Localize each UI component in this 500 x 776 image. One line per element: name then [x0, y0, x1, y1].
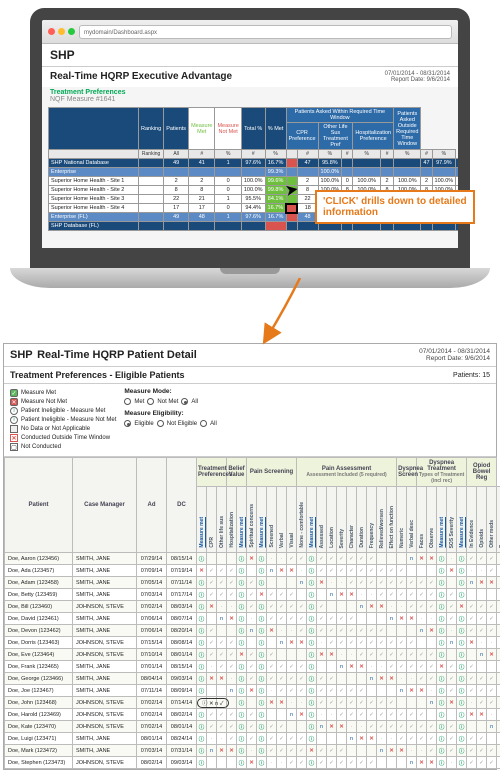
- window-controls[interactable]: [48, 28, 75, 35]
- table-row[interactable]: Doe, Mark (123472)SMITH, JANE07/03/1407/…: [5, 745, 500, 757]
- radio-icon[interactable]: [124, 420, 131, 427]
- table-row[interactable]: Doe, Aaron (123456)SMITH, JANE07/29/1408…: [5, 553, 500, 565]
- exec-dates: 07/01/2014 - 08/31/2014 Report Date: 9/6…: [385, 71, 450, 83]
- address-bar[interactable]: mydomain/Dashboard.aspx: [79, 25, 452, 39]
- radio-icon[interactable]: [200, 420, 207, 427]
- detail-dates: 07/01/2014 - 08/31/2014Report Date: 9/6/…: [419, 348, 490, 362]
- legend-item: No Data or Not Applicable: [10, 425, 116, 433]
- radio-icon[interactable]: [157, 420, 164, 427]
- detail-subtitle: Treatment Preferences - Eligible Patient…: [10, 370, 185, 380]
- table-row[interactable]: Doe, George (123466)SMITH, JANE08/04/140…: [5, 673, 500, 685]
- legend-row: ✓Measure Met✕Measure Not MetiPatient Ine…: [4, 384, 496, 457]
- legend-icon: i: [10, 416, 18, 424]
- laptop-frame: mydomain/Dashboard.aspx SHP Real-Time HQ…: [30, 8, 470, 288]
- radio-icon[interactable]: [181, 398, 188, 405]
- maximize-icon[interactable]: [68, 28, 75, 35]
- legend-icon: ✕: [10, 434, 18, 442]
- detail-subheader: Treatment Preferences - Eligible Patient…: [4, 367, 496, 384]
- elig-option[interactable]: Eligible: [124, 420, 153, 427]
- legend-icon: ✓: [10, 389, 18, 397]
- legend-item: ✕Conducted Outside Time Window: [10, 434, 116, 442]
- exec-title: Real-Time HQRP Executive Advantage: [50, 71, 232, 83]
- table-row[interactable]: Doe, Harold (123469)JOHNSON, STEVE07/02/…: [5, 709, 500, 721]
- table-row[interactable]: Doe, Frank (123465)SMITH, JANE07/01/1408…: [5, 661, 500, 673]
- elig-option[interactable]: Not Eligible: [157, 420, 197, 427]
- drill-down-callout: 'CLICK' drills down to detailed informat…: [315, 190, 475, 224]
- table-row[interactable]: Doe, Stephen (123473)JOHNSON, STEVE08/02…: [5, 757, 500, 769]
- arrow-icon: [250, 278, 330, 348]
- minimize-icon[interactable]: [58, 28, 65, 35]
- table-row[interactable]: Doe, John (123468)JOHNSON, STEVE07/02/14…: [5, 697, 500, 709]
- radio-icon[interactable]: [147, 398, 154, 405]
- legend-item: ✕Measure Not Met: [10, 398, 116, 406]
- detail-table[interactable]: PatientCase ManagerAdDCTreatment Prefere…: [4, 457, 500, 769]
- table-row[interactable]: Doe, Luigi (123471)SMITH, JANE08/01/1408…: [5, 733, 500, 745]
- legend-icon: ▢: [10, 443, 18, 451]
- patient-count: Patients: 15: [453, 372, 490, 379]
- mode-option[interactable]: All: [181, 398, 198, 405]
- elig-option[interactable]: All: [200, 420, 217, 427]
- logo: SHP: [10, 349, 33, 361]
- radio-icon[interactable]: [124, 398, 131, 405]
- legend-item: iPatient Ineligible - Measure Not Met: [10, 416, 116, 424]
- table-row[interactable]: Doe, Ada (123457)SMITH, JANE07/09/1407/1…: [5, 565, 500, 577]
- table-row[interactable]: Doe, Bill (123460)JOHNSON, STEVE07/02/14…: [5, 601, 500, 613]
- legend-item: ▢Not Conducted: [10, 443, 116, 451]
- laptop-screen: mydomain/Dashboard.aspx SHP Real-Time HQ…: [30, 8, 470, 268]
- legend-icon: ✕: [10, 398, 18, 406]
- exec-title-row: Real-Time HQRP Executive Advantage 07/01…: [42, 67, 458, 87]
- table-row[interactable]: Doe, Devon (123462)SMITH, JANE07/06/1408…: [5, 625, 500, 637]
- detail-title: Real-Time HQRP Patient Detail: [37, 349, 197, 361]
- table-row[interactable]: Doe, Betty (123459)SMITH, JANE07/03/1407…: [5, 589, 500, 601]
- legend-icon: [10, 425, 18, 433]
- table-row[interactable]: Doe, Eve (123464)JOHNSON, STEVE07/10/140…: [5, 649, 500, 661]
- legend-mode: Measure Mode: MetNot MetAll Measure Elig…: [124, 388, 216, 429]
- report-header: SHP: [42, 44, 458, 67]
- detail-panel: SHP Real-Time HQRP Patient Detail 07/01/…: [3, 343, 497, 770]
- legend-item: iPatient Ineligible - Measure Met: [10, 407, 116, 415]
- legend-item: ✓Measure Met: [10, 389, 116, 397]
- table-row[interactable]: Doe, David (123461)SMITH, JANE07/06/1408…: [5, 613, 500, 625]
- exec-subtitle: Treatment Preferences NQF Measure #1641: [42, 87, 458, 105]
- mode-option[interactable]: Not Met: [147, 398, 178, 405]
- browser-chrome: mydomain/Dashboard.aspx: [42, 20, 458, 44]
- logo: SHP: [50, 48, 75, 62]
- legend-status: ✓Measure Met✕Measure Not MetiPatient Ine…: [10, 388, 116, 452]
- table-row[interactable]: Doe, Adam (123458)SMITH, JANE07/05/1407/…: [5, 577, 500, 589]
- table-row[interactable]: Doe, Joe (123467)SMITH, JANE07/11/1408/0…: [5, 685, 500, 697]
- table-row[interactable]: Doe, Kate (123470)JOHNSON, STEVE07/02/14…: [5, 721, 500, 733]
- legend-icon: i: [10, 407, 18, 415]
- close-icon[interactable]: [48, 28, 55, 35]
- table-row[interactable]: Doe, Dorris (123463)JOHNSON, STEVE07/15/…: [5, 637, 500, 649]
- mode-option[interactable]: Met: [124, 398, 144, 405]
